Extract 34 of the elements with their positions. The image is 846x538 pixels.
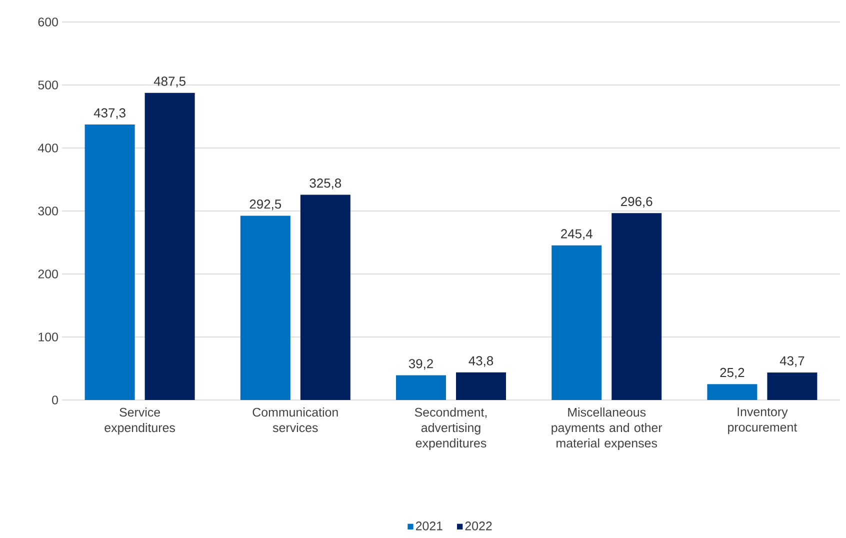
data-label: 437,3 [94, 108, 126, 119]
x-tick-label: Communication services [252, 408, 338, 432]
y-tick-label: 100 [38, 332, 58, 342]
data-label: 292,5 [250, 200, 282, 210]
data-label: 487,5 [154, 76, 186, 88]
bar [767, 372, 818, 400]
y-tick-label: 0 [52, 396, 58, 404]
y-tick-label: 500 [38, 80, 58, 90]
data-label: 25,2 [720, 368, 744, 379]
y-tick-label: 200 [38, 270, 58, 278]
data-label: 325,8 [310, 178, 342, 190]
bar [240, 216, 290, 400]
bar [456, 372, 506, 400]
legend-label: 2022 [465, 522, 492, 530]
data-label: 39,2 [408, 359, 433, 370]
x-tick-label: Service expenditures [104, 408, 175, 435]
bar [552, 245, 602, 400]
x-tick-label: Secondment, advertising expenditures [414, 408, 487, 450]
bar [396, 375, 446, 400]
bar [144, 92, 195, 400]
data-label: 43,8 [468, 356, 494, 367]
y-tick-label: 400 [38, 144, 58, 152]
data-label: 245,4 [561, 229, 592, 240]
y-tick-label: 300 [38, 206, 58, 216]
bar [84, 124, 135, 400]
data-label: 296,6 [621, 196, 652, 208]
bar [300, 194, 350, 400]
bar [612, 213, 662, 400]
x-tick-label: Inventory procurement [728, 408, 798, 434]
x-tick-label: Miscellaneous payments and other material expenses [552, 408, 662, 450]
data-label: 43,7 [780, 356, 804, 367]
bar [707, 384, 758, 400]
legend-label: 2021 [416, 522, 442, 530]
y-tick-label: 600 [38, 18, 58, 26]
